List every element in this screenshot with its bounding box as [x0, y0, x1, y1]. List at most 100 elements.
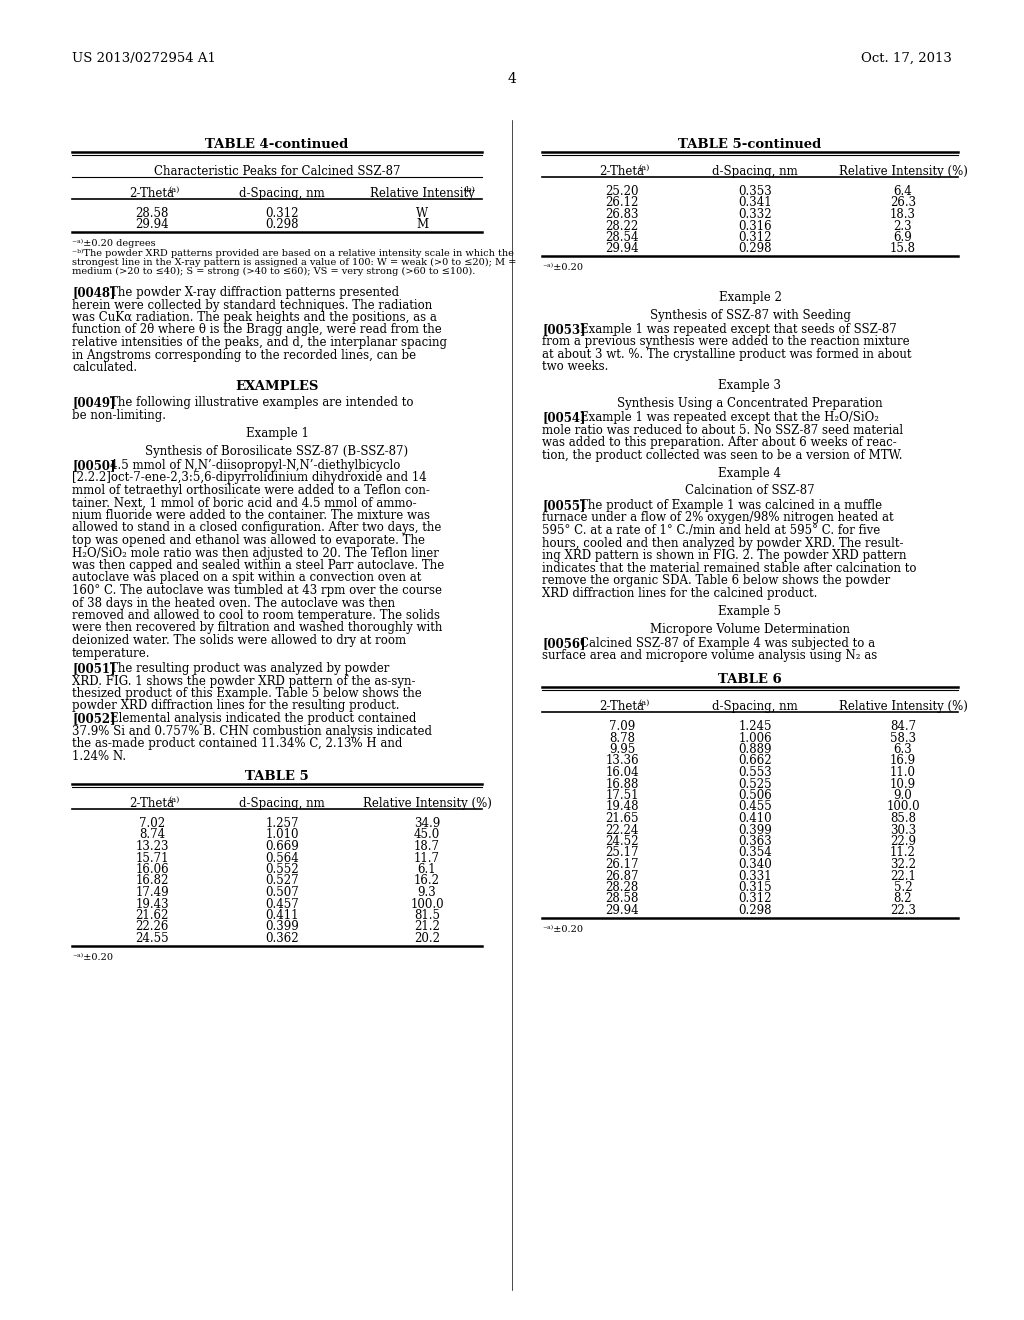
Text: ⁻ᵃ⁾±0.20 degrees: ⁻ᵃ⁾±0.20 degrees: [72, 239, 156, 248]
Text: 100.0: 100.0: [411, 898, 443, 911]
Text: 0.455: 0.455: [738, 800, 772, 813]
Text: M: M: [416, 219, 428, 231]
Text: 6.4: 6.4: [894, 185, 912, 198]
Text: 29.94: 29.94: [605, 904, 639, 917]
Text: 2.3: 2.3: [894, 219, 912, 232]
Text: tainer. Next, 1 mmol of boric acid and 4.5 mmol of ammo-: tainer. Next, 1 mmol of boric acid and 4…: [72, 496, 417, 510]
Text: 17.51: 17.51: [605, 789, 639, 803]
Text: 8.78: 8.78: [609, 731, 635, 744]
Text: Relative Intensity (%): Relative Intensity (%): [839, 165, 968, 178]
Text: Example 1 was repeated except that the H₂O/SiO₂: Example 1 was repeated except that the H…: [580, 411, 879, 424]
Text: d-Spacing, nm: d-Spacing, nm: [240, 797, 325, 810]
Text: Oct. 17, 2013: Oct. 17, 2013: [861, 51, 952, 65]
Text: 11.7: 11.7: [414, 851, 440, 865]
Text: 15.8: 15.8: [890, 243, 916, 256]
Text: 7.02: 7.02: [139, 817, 165, 830]
Text: 13.36: 13.36: [605, 755, 639, 767]
Text: function of 2θ where θ is the Bragg angle, were read from the: function of 2θ where θ is the Bragg angl…: [72, 323, 441, 337]
Text: 20.2: 20.2: [414, 932, 440, 945]
Text: 18.7: 18.7: [414, 840, 440, 853]
Text: Example 1: Example 1: [246, 426, 308, 440]
Text: calculated.: calculated.: [72, 360, 137, 374]
Text: 28.58: 28.58: [135, 207, 169, 220]
Text: d-Spacing, nm: d-Spacing, nm: [240, 187, 325, 201]
Text: [0056]: [0056]: [542, 638, 586, 649]
Text: Elemental analysis indicated the product contained: Elemental analysis indicated the product…: [110, 711, 417, 725]
Text: 26.12: 26.12: [605, 197, 639, 210]
Text: 1.245: 1.245: [738, 719, 772, 733]
Text: two weeks.: two weeks.: [542, 360, 608, 374]
Text: 11.0: 11.0: [890, 766, 916, 779]
Text: 0.363: 0.363: [738, 836, 772, 847]
Text: ⁻ᵃ⁾±0.20: ⁻ᵃ⁾±0.20: [542, 924, 583, 933]
Text: 9.0: 9.0: [894, 789, 912, 803]
Text: Synthesis of SSZ-87 with Seeding: Synthesis of SSZ-87 with Seeding: [649, 309, 851, 322]
Text: 2-Theta: 2-Theta: [129, 187, 174, 201]
Text: 160° C. The autoclave was tumbled at 43 rpm over the course: 160° C. The autoclave was tumbled at 43 …: [72, 583, 442, 597]
Text: 6.3: 6.3: [894, 743, 912, 756]
Text: 0.399: 0.399: [738, 824, 772, 837]
Text: 0.399: 0.399: [265, 920, 299, 933]
Text: 5.2: 5.2: [894, 880, 912, 894]
Text: 9.3: 9.3: [418, 886, 436, 899]
Text: surface area and micropore volume analysis using N₂ as: surface area and micropore volume analys…: [542, 649, 878, 663]
Text: 6.1: 6.1: [418, 863, 436, 876]
Text: indicates that the material remained stable after calcination to: indicates that the material remained sta…: [542, 561, 916, 574]
Text: Relative Intensity (%): Relative Intensity (%): [362, 797, 492, 810]
Text: 16.9: 16.9: [890, 755, 916, 767]
Text: 22.9: 22.9: [890, 836, 916, 847]
Text: 0.341: 0.341: [738, 197, 772, 210]
Text: 30.3: 30.3: [890, 824, 916, 837]
Text: Example 5: Example 5: [719, 605, 781, 618]
Text: (a): (a): [638, 700, 649, 708]
Text: 0.507: 0.507: [265, 886, 299, 899]
Text: Calcination of SSZ-87: Calcination of SSZ-87: [685, 484, 815, 498]
Text: (a): (a): [168, 796, 179, 804]
Text: allowed to stand in a closed configuration. After two days, the: allowed to stand in a closed configurati…: [72, 521, 441, 535]
Text: tion, the product collected was seen to be a version of MTW.: tion, the product collected was seen to …: [542, 449, 902, 462]
Text: hours, cooled and then analyzed by powder XRD. The result-: hours, cooled and then analyzed by powde…: [542, 536, 903, 549]
Text: 58.3: 58.3: [890, 731, 916, 744]
Text: 16.82: 16.82: [135, 874, 169, 887]
Text: 22.24: 22.24: [605, 824, 639, 837]
Text: 85.8: 85.8: [890, 812, 916, 825]
Text: remove the organic SDA. Table 6 below shows the powder: remove the organic SDA. Table 6 below sh…: [542, 574, 890, 587]
Text: 6.9: 6.9: [894, 231, 912, 244]
Text: 0.457: 0.457: [265, 898, 299, 911]
Text: 28.54: 28.54: [605, 231, 639, 244]
Text: 0.316: 0.316: [738, 219, 772, 232]
Text: furnace under a flow of 2% oxygen/98% nitrogen heated at: furnace under a flow of 2% oxygen/98% ni…: [542, 511, 894, 524]
Text: 0.298: 0.298: [738, 904, 772, 917]
Text: [0050]: [0050]: [72, 459, 116, 473]
Text: 1.257: 1.257: [265, 817, 299, 830]
Text: 0.312: 0.312: [738, 231, 772, 244]
Text: 0.331: 0.331: [738, 870, 772, 883]
Text: 15.71: 15.71: [135, 851, 169, 865]
Text: 16.2: 16.2: [414, 874, 440, 887]
Text: 8.74: 8.74: [139, 829, 165, 842]
Text: 28.58: 28.58: [605, 892, 639, 906]
Text: ing XRD pattern is shown in FIG. 2. The powder XRD pattern: ing XRD pattern is shown in FIG. 2. The …: [542, 549, 906, 562]
Text: The following illustrative examples are intended to: The following illustrative examples are …: [110, 396, 414, 409]
Text: 4.5 mmol of N,N’-diisopropyl-N,N’-diethylbicyclo: 4.5 mmol of N,N’-diisopropyl-N,N’-diethy…: [110, 459, 400, 473]
Text: 2-Theta: 2-Theta: [599, 165, 644, 178]
Text: Synthesis Using a Concentrated Preparation: Synthesis Using a Concentrated Preparati…: [617, 396, 883, 409]
Text: 26.83: 26.83: [605, 209, 639, 220]
Text: ⁻ᵃ⁾±0.20: ⁻ᵃ⁾±0.20: [72, 953, 113, 961]
Text: TABLE 6: TABLE 6: [718, 673, 782, 686]
Text: TABLE 5-continued: TABLE 5-continued: [678, 139, 821, 150]
Text: 0.553: 0.553: [738, 766, 772, 779]
Text: Relative Intensity: Relative Intensity: [370, 187, 474, 201]
Text: 0.298: 0.298: [265, 219, 299, 231]
Text: EXAMPLES: EXAMPLES: [236, 380, 318, 393]
Text: (a): (a): [638, 164, 649, 172]
Text: Calcined SSZ-87 of Example 4 was subjected to a: Calcined SSZ-87 of Example 4 was subject…: [580, 638, 876, 649]
Text: 2-Theta: 2-Theta: [599, 700, 644, 713]
Text: ⁻ᵃ⁾±0.20: ⁻ᵃ⁾±0.20: [542, 263, 583, 272]
Text: 22.1: 22.1: [890, 870, 915, 883]
Text: 22.26: 22.26: [135, 920, 169, 933]
Text: XRD. FIG. 1 shows the powder XRD pattern of the as-syn-: XRD. FIG. 1 shows the powder XRD pattern…: [72, 675, 416, 688]
Text: 26.3: 26.3: [890, 197, 916, 210]
Text: 10.9: 10.9: [890, 777, 916, 791]
Text: strongest line in the X-ray pattern is assigned a value of 100: W = weak (>0 to : strongest line in the X-ray pattern is a…: [72, 257, 516, 267]
